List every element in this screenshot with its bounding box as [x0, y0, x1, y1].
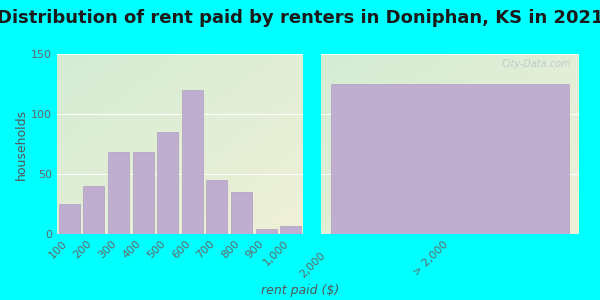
Y-axis label: households: households — [16, 108, 28, 180]
Text: Distribution of rent paid by renters in Doniphan, KS in 2021: Distribution of rent paid by renters in … — [0, 9, 600, 27]
Bar — [133, 152, 154, 234]
Bar — [157, 132, 178, 234]
Bar — [280, 226, 301, 234]
Bar — [108, 152, 129, 234]
Bar — [206, 180, 227, 234]
Bar — [331, 84, 569, 234]
Text: 2,000: 2,000 — [297, 250, 327, 280]
Bar — [182, 90, 203, 234]
Text: rent paid ($): rent paid ($) — [261, 284, 339, 297]
Bar — [231, 192, 252, 234]
Bar — [59, 204, 80, 234]
Bar — [83, 186, 104, 234]
Bar — [256, 229, 277, 234]
Text: City-Data.com: City-Data.com — [502, 59, 571, 69]
